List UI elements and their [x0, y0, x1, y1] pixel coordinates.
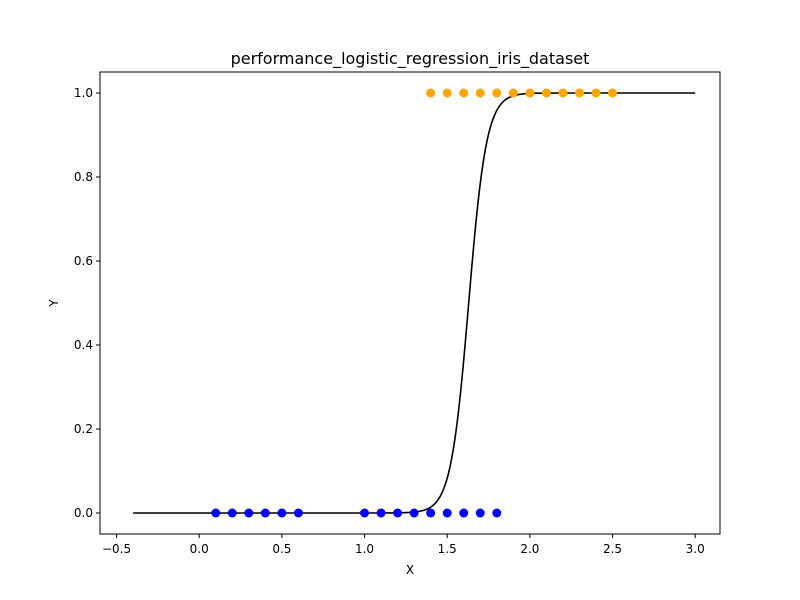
scatter-point [442, 88, 452, 98]
scatter-point [260, 508, 270, 518]
x-axis: −0.5 0.0 0.5 1.0 1.5 2.0 2.5 3.0 [102, 534, 705, 556]
x-tick-label: 0.0 [190, 542, 209, 556]
x-tick-label: 0.5 [272, 542, 291, 556]
y-tick-label: 0.4 [74, 338, 93, 352]
scatter-point [574, 88, 584, 98]
scatter-point [426, 88, 436, 98]
scatter-point [442, 508, 452, 518]
y-tick-label: 0.8 [74, 170, 93, 184]
y-tick-label: 0.2 [74, 422, 93, 436]
x-tick-label: −0.5 [102, 542, 131, 556]
plot-frame [99, 71, 721, 535]
chart-title: performance_logistic_regression_iris_dat… [231, 49, 590, 69]
x-tick-label: 3.0 [686, 542, 705, 556]
scatter-point [459, 88, 469, 98]
scatter-point [409, 508, 419, 518]
y-axis-label: Y [47, 299, 61, 308]
y-tick-label: 0.0 [74, 506, 93, 520]
x-tick-label: 2.0 [520, 542, 539, 556]
scatter-point [211, 508, 221, 518]
scatter-point [591, 88, 601, 98]
scatter-point [541, 88, 551, 98]
scatter-point [508, 88, 518, 98]
scatter-point [459, 508, 469, 518]
y-tick-label: 0.6 [74, 254, 93, 268]
x-tick-label: 1.0 [355, 542, 374, 556]
scatter-point [426, 508, 436, 518]
scatter-point [360, 508, 370, 518]
scatter-point [293, 508, 303, 518]
y-tick-label: 1.0 [74, 86, 93, 100]
scatter-point [492, 508, 502, 518]
scatter-point [475, 508, 485, 518]
scatter-point [393, 508, 403, 518]
scatter-point [277, 508, 287, 518]
x-axis-label: X [406, 563, 414, 577]
x-tick-label: 2.5 [603, 542, 622, 556]
scatter-point [475, 88, 485, 98]
scatter-point [525, 88, 535, 98]
scatter-point [608, 88, 618, 98]
scatter-point [492, 88, 502, 98]
x-tick-label: 1.5 [438, 542, 457, 556]
scatter-point [558, 88, 568, 98]
scatter-point [376, 508, 386, 518]
y-axis: 0.0 0.2 0.4 0.6 0.8 1.0 [74, 86, 100, 520]
scatter-point [244, 508, 254, 518]
plot-layer [133, 88, 696, 518]
scatter-point [227, 508, 237, 518]
